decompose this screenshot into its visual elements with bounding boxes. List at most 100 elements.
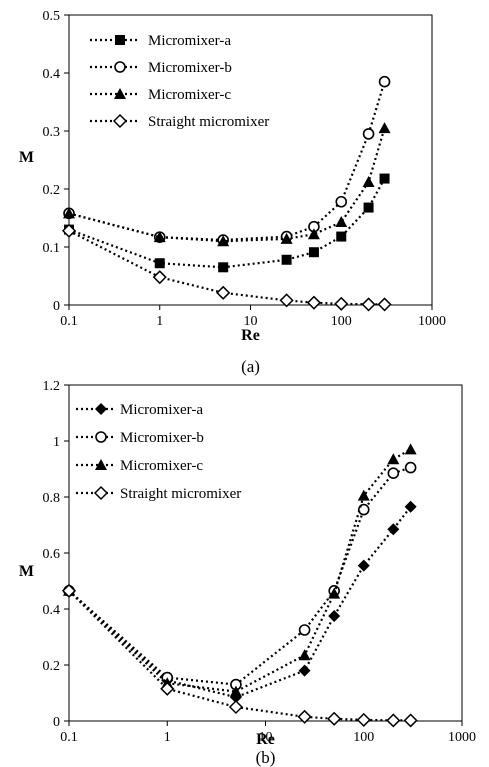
data-point bbox=[379, 173, 390, 184]
legend-label: Micromixer-a bbox=[148, 33, 231, 49]
x-tick-label: 100 bbox=[331, 314, 352, 329]
panel-caption: (b) bbox=[256, 748, 276, 767]
data-point bbox=[378, 122, 391, 134]
series-line bbox=[68, 448, 412, 693]
data-point bbox=[387, 453, 400, 465]
y-tick-label: 0.6 bbox=[43, 547, 61, 562]
data-point bbox=[336, 231, 347, 242]
legend-item: Micromixer-c bbox=[90, 87, 231, 103]
data-point bbox=[61, 583, 77, 598]
data-point bbox=[153, 231, 166, 243]
legend-label: Micromixer-b bbox=[148, 60, 232, 76]
x-tick-label: 10 bbox=[244, 314, 258, 329]
data-point bbox=[377, 297, 392, 312]
legend-label: Micromixer-c bbox=[120, 458, 203, 474]
data-point bbox=[327, 711, 342, 726]
data-point bbox=[404, 500, 417, 513]
data-point bbox=[160, 681, 175, 696]
data-point bbox=[404, 461, 417, 474]
legend-item: Micromixer-a bbox=[90, 33, 231, 49]
data-point bbox=[387, 467, 400, 480]
data-point bbox=[328, 587, 341, 599]
y-tick-label: 1.2 bbox=[43, 379, 61, 394]
data-point bbox=[356, 712, 371, 727]
y-axis-label: M bbox=[19, 149, 34, 166]
series-micromixer-c bbox=[63, 443, 417, 697]
data-point bbox=[386, 713, 401, 728]
legend-label: Straight micromixer bbox=[148, 114, 269, 130]
data-point bbox=[298, 624, 311, 636]
data-point bbox=[298, 664, 311, 677]
data-point bbox=[335, 216, 348, 228]
y-tick-label: 0.5 bbox=[43, 9, 61, 24]
x-tick-label: 10 bbox=[259, 730, 273, 745]
legend-marker bbox=[115, 35, 125, 45]
series-line bbox=[68, 81, 386, 242]
series-line bbox=[68, 590, 411, 722]
y-tick-label: 0 bbox=[53, 715, 60, 730]
data-point bbox=[298, 649, 311, 661]
data-point bbox=[216, 285, 231, 300]
x-tick-label: 1 bbox=[156, 314, 163, 329]
legend-marker bbox=[95, 459, 107, 470]
data-point bbox=[281, 254, 292, 265]
legend-marker bbox=[93, 485, 109, 501]
data-point bbox=[280, 232, 293, 244]
legend-label: Straight micromixer bbox=[120, 486, 241, 502]
data-point bbox=[306, 295, 321, 310]
plot-frame bbox=[68, 14, 433, 306]
data-point bbox=[362, 176, 375, 188]
data-point bbox=[362, 128, 375, 140]
data-point bbox=[154, 258, 165, 269]
legend-marker bbox=[95, 431, 107, 443]
y-axis-label: M bbox=[19, 563, 34, 580]
legend-item: Micromixer-a bbox=[76, 402, 203, 418]
x-axis-label: Re bbox=[241, 327, 260, 344]
series-line bbox=[68, 178, 386, 269]
x-axis-label: Re bbox=[256, 731, 275, 748]
y-tick-label: 0.2 bbox=[43, 659, 61, 674]
data-point bbox=[63, 207, 75, 219]
data-point bbox=[387, 523, 400, 536]
chart-panel-a: 0.1 1 10 100 100000.10.20.30.40.5ReM(a)Micro… bbox=[19, 9, 446, 376]
data-point bbox=[357, 559, 370, 572]
data-point bbox=[334, 296, 349, 311]
y-tick-label: 0.2 bbox=[43, 183, 61, 198]
y-tick-label: 0.4 bbox=[43, 603, 61, 618]
chart-panel-b: 0.1 1 10 100 1000 0 0.2 0.4 0.6 0.8 1 1.2 Re M (b) Micr… bbox=[19, 379, 476, 767]
x-tick-label: 1000 bbox=[418, 314, 446, 329]
legend-item: Micromixer-b bbox=[76, 430, 204, 446]
legend-item: Micromixer-c bbox=[76, 458, 203, 474]
series-straight-micromixer bbox=[61, 223, 392, 312]
legend-label: Micromixer-c bbox=[148, 87, 231, 103]
data-point bbox=[335, 195, 348, 208]
data-point bbox=[357, 489, 370, 501]
data-point bbox=[229, 685, 242, 697]
x-tick-label: 1000 bbox=[448, 730, 476, 745]
data-point bbox=[297, 709, 312, 724]
data-point bbox=[403, 713, 418, 728]
legend-item: Straight micromixer bbox=[90, 113, 269, 130]
y-tick-label: 0 bbox=[53, 299, 60, 314]
data-point bbox=[217, 235, 230, 247]
y-tick-label: 0.4 bbox=[43, 67, 61, 82]
data-point bbox=[218, 262, 229, 273]
legend-marker bbox=[114, 88, 126, 99]
series-straight-micromixer bbox=[61, 583, 418, 728]
legend-item: Micromixer-b bbox=[90, 60, 232, 76]
data-point bbox=[307, 228, 320, 240]
legend-label: Micromixer-a bbox=[120, 402, 203, 418]
series-line bbox=[68, 506, 412, 699]
data-point bbox=[404, 443, 417, 455]
y-tick-label: 0.1 bbox=[43, 241, 61, 256]
legend: Micromixer-a Micromixer-b Micromixer-c Stra… bbox=[90, 33, 269, 130]
data-point bbox=[378, 75, 391, 88]
legend-label: Micromixer-b bbox=[120, 430, 204, 446]
data-point bbox=[152, 270, 167, 285]
legend-marker bbox=[114, 61, 126, 73]
y-tick-label: 0.8 bbox=[43, 491, 61, 506]
data-point bbox=[328, 610, 341, 622]
data-point bbox=[361, 297, 376, 312]
y-tick-label: 1 bbox=[53, 435, 60, 450]
